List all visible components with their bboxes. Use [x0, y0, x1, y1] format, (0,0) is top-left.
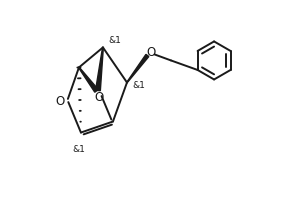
Text: O: O	[146, 46, 156, 59]
Text: &1: &1	[73, 144, 85, 153]
Polygon shape	[96, 48, 103, 91]
Polygon shape	[79, 68, 98, 93]
Text: O: O	[94, 90, 104, 103]
Text: &1: &1	[132, 81, 145, 89]
Text: O: O	[55, 95, 64, 107]
Polygon shape	[127, 55, 149, 83]
Text: &1: &1	[108, 36, 121, 45]
